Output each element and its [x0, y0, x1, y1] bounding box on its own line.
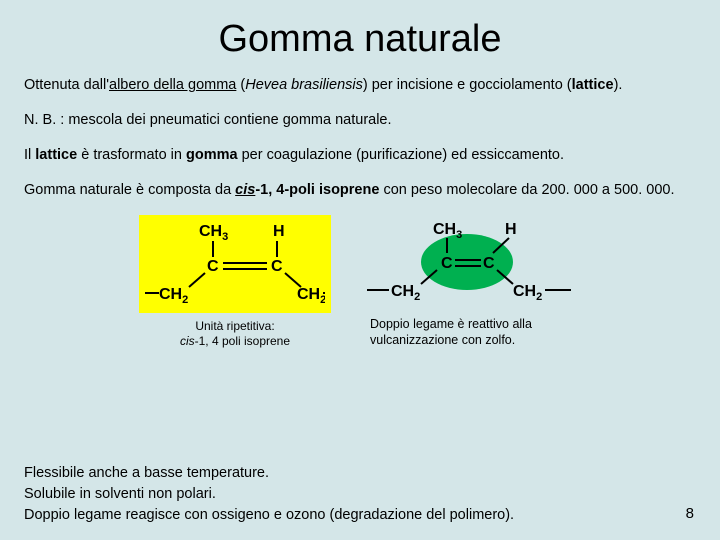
- p4-rest: -1, 4-poli isoprene: [255, 182, 379, 198]
- p1-text-a: Ottenuta dall': [24, 77, 109, 93]
- svg-text:C: C: [441, 255, 453, 272]
- p4-cis: cis: [235, 182, 255, 198]
- svg-text:CH3: CH3: [199, 223, 228, 243]
- p3-e: per coagulazione (purificazione) ed essi…: [238, 147, 564, 163]
- p1-text-c: (: [236, 77, 245, 93]
- p1-albero: albero della gomma: [109, 77, 236, 93]
- formula-right: CH3 H C C CH2 CH2: [359, 216, 581, 310]
- page-number: 8: [686, 505, 694, 522]
- svg-text:C: C: [483, 255, 495, 272]
- svg-text:C: C: [207, 258, 219, 275]
- p4-a: Gomma naturale è composta da: [24, 182, 235, 198]
- p3-lattice: lattice: [35, 147, 77, 163]
- svg-text:H: H: [273, 223, 285, 240]
- content-area: Ottenuta dall'albero della gomma (Hevea …: [0, 75, 720, 349]
- diagram-right: CH3 H C C CH2 CH2: [359, 216, 581, 349]
- p3-c: è trasformato in: [77, 147, 186, 163]
- para-3: Il lattice è trasformato in gomma per co…: [24, 145, 696, 166]
- caption-right: Doppio legame è reattivo alla vulcanizza…: [370, 316, 570, 349]
- diagram-row: CH3 H C C CH2 CH2: [24, 215, 696, 349]
- p1-text-g: ).: [614, 77, 623, 93]
- para-1: Ottenuta dall'albero della gomma (Hevea …: [24, 75, 696, 96]
- p3-gomma: gomma: [186, 147, 238, 163]
- caption-left: Unità ripetitiva: cis-1, 4 poli isoprene: [180, 319, 290, 349]
- svg-text:C: C: [271, 258, 283, 275]
- footer-block: Flessibile anche a basse temperature. So…: [0, 463, 720, 526]
- svg-text:H: H: [505, 221, 517, 238]
- cap1-cis: cis: [180, 334, 195, 348]
- formula-left: CH3 H C C CH2 CH2: [139, 215, 331, 313]
- footer-line-2: Solubile in solventi non polari.: [24, 484, 696, 505]
- p3-a: Il: [24, 147, 35, 163]
- para-2: N. B. : mescola dei pneumatici contiene …: [24, 110, 696, 131]
- footer-line-3: Doppio legame reagisce con ossigeno e oz…: [24, 505, 696, 526]
- svg-text:CH2: CH2: [513, 283, 542, 303]
- svg-text:CH2: CH2: [391, 283, 420, 303]
- p4-d: con peso molecolare da 200. 000 a 500. 0…: [379, 182, 674, 198]
- svg-text:CH2: CH2: [297, 286, 325, 306]
- p1-lattice: lattice: [572, 77, 614, 93]
- cap1-a: Unità ripetitiva:: [195, 319, 274, 333]
- footer-line-1: Flessibile anche a basse temperature.: [24, 463, 696, 484]
- p1-species: Hevea brasiliensis: [245, 77, 363, 93]
- para-4: Gomma naturale è composta da cis-1, 4-po…: [24, 180, 696, 201]
- cap1-c: -1, 4 poli isoprene: [195, 334, 290, 348]
- diagram-left: CH3 H C C CH2 CH2: [139, 215, 331, 349]
- svg-text:CH2: CH2: [159, 286, 188, 306]
- slide-title: Gomma naturale: [0, 0, 720, 75]
- p1-text-e: ) per incisione e gocciolamento (: [363, 77, 572, 93]
